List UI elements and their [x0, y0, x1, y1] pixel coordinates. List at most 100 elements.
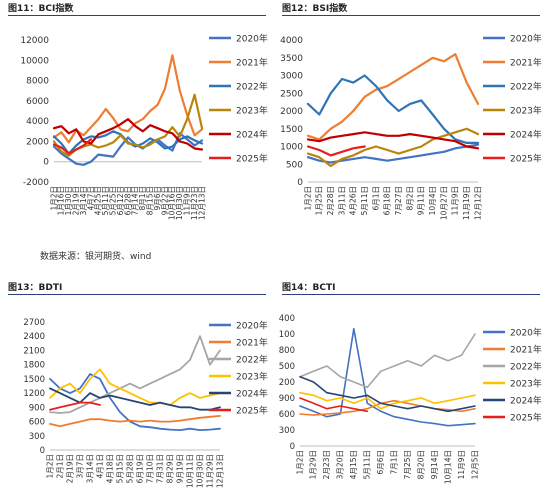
x-tick-label: 9月14日: [430, 450, 439, 479]
x-tick-label: 1月2日: [49, 186, 58, 211]
x-tick-label: 6月6日: [376, 450, 385, 475]
x-tick-label: 2月23日: [322, 450, 331, 479]
y-tick-label: 1500: [280, 125, 303, 135]
x-tick-label: 6月1日: [371, 186, 380, 211]
x-tick-label: 11月19日: [462, 186, 471, 220]
title-rule-bdti: [8, 294, 266, 296]
x-tick-label: 3月20日: [336, 450, 345, 479]
bci-chart: -2000 0 2000 4000 6000 8000 10000 12000 1月2日1月16…: [20, 33, 268, 221]
x-tick-label: 7月27日: [394, 186, 403, 215]
y-tick-label: 1800: [23, 361, 45, 371]
y-tick-label: 2400: [23, 332, 45, 342]
x-tick-label: 9月22日: [160, 186, 169, 215]
y-tick-label: 1000: [280, 143, 303, 153]
legend-label: 2023年: [236, 371, 268, 383]
x-tick-label: 5月28日: [125, 454, 134, 483]
x-tick-label: 10月11日: [185, 454, 194, 488]
x-tick-label: 10月16日: [168, 186, 177, 220]
y-tick-label: 4000: [26, 117, 49, 127]
legend-label: 2024年: [510, 395, 542, 407]
x-tick-label: 10月27日: [439, 186, 448, 220]
x-tick-label: 11月29日: [205, 454, 214, 488]
x-tick-label: 6月28日: [123, 186, 132, 215]
x-tick-label: 7月14日: [131, 186, 140, 215]
x-tick-label: 5月11日: [363, 450, 372, 479]
title-rule-bcti: [282, 294, 540, 296]
y-tick-label: 12000: [20, 36, 49, 46]
title-rule-bsi: [282, 15, 540, 17]
title-rule-bci: [8, 15, 266, 17]
series-line-2020年: [299, 327, 476, 427]
x-tick-label: 11月9日: [457, 450, 466, 479]
y-tick-label: 1500: [278, 362, 295, 372]
x-tick-label: 6月18日: [383, 186, 392, 215]
y-tick-label: 600: [279, 410, 295, 420]
x-tick-label: 4月18日: [105, 454, 114, 483]
series-line-2022年: [49, 335, 221, 414]
bcti-chart: 0 300 600 900 1200 1500 1800 2100 2400 1月2日 1月29日 2…: [278, 314, 542, 484]
x-tick-label: 6月19日: [135, 454, 144, 483]
chart-title-bsi: 图12：BSI指数: [282, 4, 348, 14]
y-tick-label: 0: [290, 442, 295, 452]
x-tick-label: 7月1日: [389, 450, 398, 475]
x-tick-label: 12月12日: [473, 186, 482, 220]
y-tick-label: 6000: [26, 97, 49, 107]
y-tick-label: 0: [297, 178, 303, 188]
legend-label: 2021年: [510, 57, 542, 69]
y-tick-label: 2100: [23, 346, 45, 356]
y-tick-label: 2400: [278, 314, 295, 324]
series-line-2025年: [49, 401, 101, 411]
series-line-2023年: [306, 127, 480, 168]
x-tick-label: 11月9日: [451, 186, 460, 215]
x-tick-label: 11月23日: [190, 186, 199, 220]
series-line-2023年: [299, 391, 476, 410]
series-line-2021年: [49, 415, 221, 428]
x-tick-label: 12月13日: [197, 186, 206, 220]
x-tick-label: 2月19日: [71, 186, 80, 215]
y-tick-label: 300: [29, 432, 45, 442]
chart-title-bdti: 图13：BDTI: [8, 283, 63, 293]
x-tick-label: 10月30日: [175, 186, 184, 220]
legend-label: 2021年: [510, 344, 542, 356]
y-tick-label: 0: [43, 158, 49, 168]
y-tick-label: 0: [40, 446, 45, 456]
y-tick-label: 1200: [278, 378, 295, 388]
x-tick-label: 4月15日: [349, 450, 358, 479]
legend-label: 2023年: [510, 378, 542, 390]
x-tick-label: 8月20日: [416, 450, 425, 479]
x-tick-label: 1月2日: [303, 186, 312, 211]
y-tick-label: 4000: [280, 36, 303, 46]
x-tick-label: 1月16日: [57, 186, 66, 215]
legend-label: 2020年: [236, 320, 268, 332]
x-tick-label: 9月6日: [153, 186, 162, 211]
x-tick-label: 4月1日: [95, 454, 104, 479]
x-tick-label: 2月28日: [326, 186, 335, 215]
x-tick-label: 6月12日: [116, 186, 125, 215]
series-line-2021年: [299, 399, 476, 416]
series-line-2024年: [299, 375, 476, 413]
series-line-2025年: [306, 145, 366, 157]
source-note: 数据来源：银河期货、wind: [40, 252, 152, 262]
bsi-chart: 0 500 1000 1500 2000 2500 3000 3500 4000 1月2日 1月25…: [280, 33, 542, 221]
x-tick-label: 4月26日: [349, 186, 358, 215]
x-tick-label: 1月29日: [309, 450, 318, 479]
x-tick-label: 1月2日: [295, 450, 304, 475]
legend-label: 2020年: [510, 327, 542, 339]
x-tick-label: 8月2日: [405, 186, 414, 211]
series-line-2025年: [52, 138, 93, 155]
legend-label: 2020年: [510, 33, 542, 45]
y-tick-label: 1200: [23, 389, 45, 399]
legend-label: 2025年: [510, 153, 542, 165]
x-tick-label: 5月15日: [115, 454, 124, 483]
legend-label: 2025年: [236, 153, 268, 165]
x-tick-label: 7月25日: [403, 450, 412, 479]
chart-title-bcti: 图14：BCTI: [282, 283, 336, 293]
y-tick-label: 300: [279, 426, 295, 436]
y-tick-label: 500: [286, 160, 303, 170]
series-line-2021年: [306, 53, 480, 141]
x-tick-label: 2月19日: [65, 454, 74, 483]
x-tick-label: 8月15日: [145, 186, 154, 215]
x-tick-label: 5月25日: [108, 186, 117, 215]
legend-label: 2022年: [510, 361, 542, 373]
